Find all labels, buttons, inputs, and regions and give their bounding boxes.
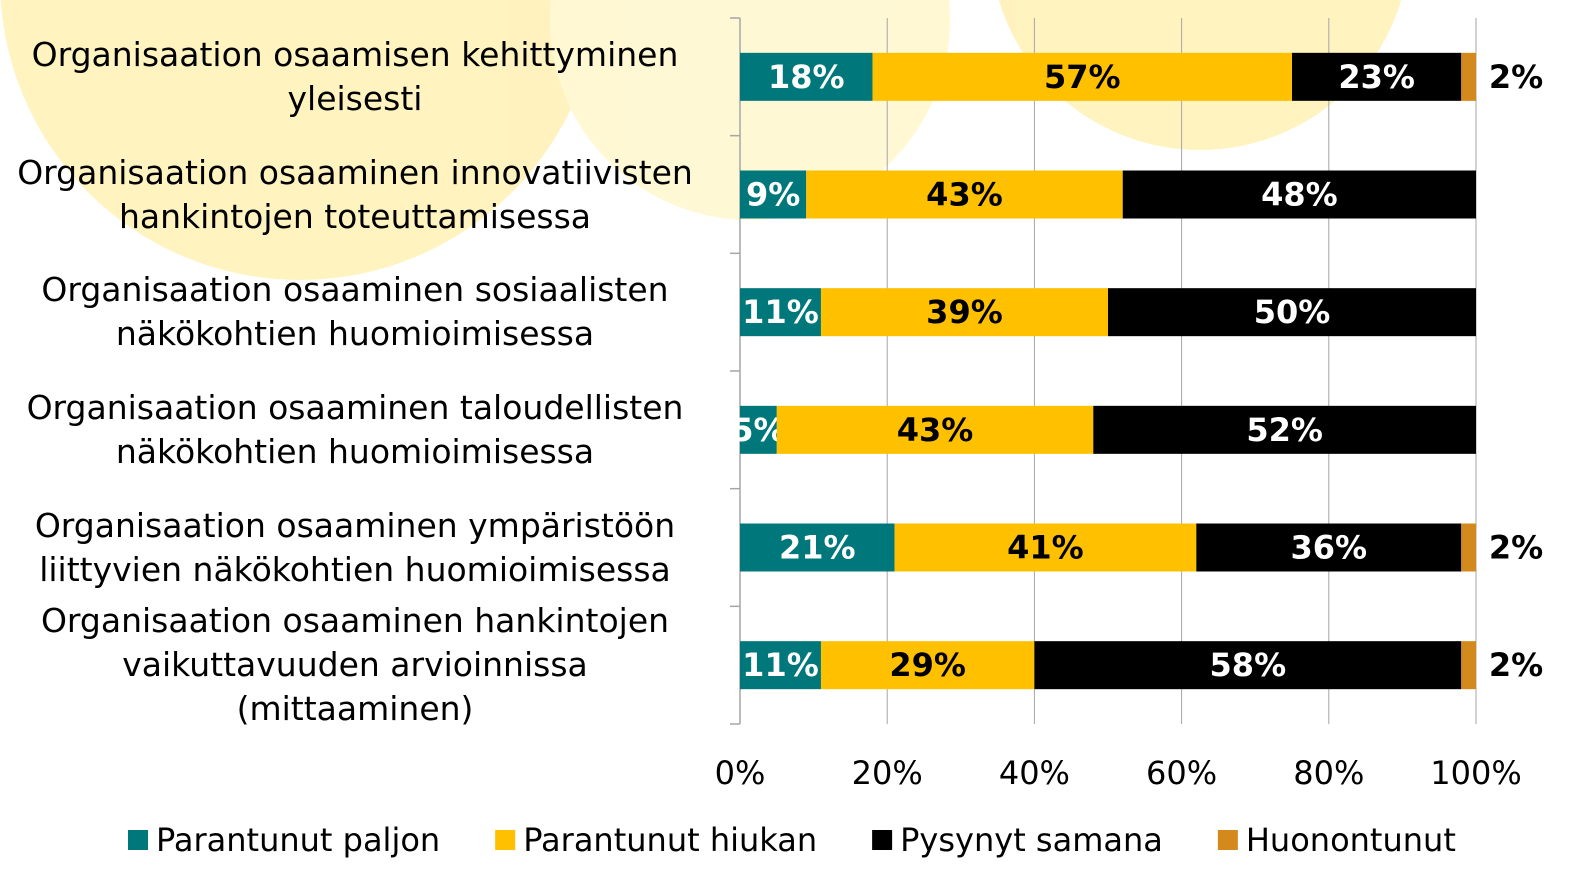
data-label: 52% — [1246, 411, 1323, 449]
data-label: 11% — [742, 293, 819, 331]
legend-swatch — [495, 830, 516, 850]
data-label: 29% — [889, 646, 966, 684]
x-tick-label: 20% — [852, 754, 923, 792]
bar-segment — [1093, 405, 1476, 454]
bar-segment — [776, 405, 1094, 454]
decor-circle — [0, 0, 600, 280]
data-label: 43% — [897, 411, 974, 449]
x-tick-label: 80% — [1293, 754, 1364, 792]
x-tick-label: 100% — [1430, 754, 1521, 792]
bar-segment — [740, 405, 777, 454]
data-label: 57% — [1044, 58, 1121, 96]
category-label: Organisaation osaaminen hankintojen vaik… — [40, 601, 670, 729]
data-label: 2% — [1489, 646, 1543, 684]
bar-segment — [740, 523, 895, 572]
bar-segment — [740, 52, 873, 101]
data-label: 21% — [779, 529, 856, 567]
legend-swatch — [872, 830, 893, 850]
legend-label: Huonontunut — [1246, 821, 1456, 859]
data-label: 5% — [731, 411, 785, 449]
data-label: 23% — [1338, 58, 1415, 96]
legend-label: Parantunut paljon — [156, 821, 440, 859]
bar-segment — [1461, 641, 1476, 690]
bar-segment — [740, 641, 821, 690]
bar-segment — [806, 170, 1123, 219]
data-label: 11% — [742, 646, 819, 684]
bar-segment — [872, 52, 1292, 101]
data-label: 2% — [1489, 529, 1543, 567]
data-label: 2% — [1489, 58, 1543, 96]
bar-segment — [820, 288, 1108, 337]
data-label: 39% — [926, 293, 1003, 331]
x-tick-label: 60% — [1146, 754, 1217, 792]
bar-segment — [1196, 523, 1462, 572]
legend-label: Parantunut hiukan — [523, 821, 817, 859]
data-label: 48% — [1261, 176, 1338, 214]
bar-segment — [1034, 641, 1462, 690]
category-label: Organisaation osaaminen ympäristöön liit… — [34, 505, 676, 589]
data-label: 41% — [1007, 529, 1084, 567]
bar-segment — [894, 523, 1197, 572]
data-label: 36% — [1291, 529, 1368, 567]
bar-segment — [1292, 52, 1462, 101]
legend-swatch — [128, 830, 148, 850]
bar-segment — [1108, 288, 1476, 337]
category-label: Organisaation osaaminen sosiaalisten näk… — [41, 270, 669, 354]
bar-segment — [1461, 523, 1476, 572]
x-tick-label: 0% — [715, 754, 766, 792]
data-label: 18% — [768, 58, 845, 96]
category-label: Organisaation osaaminen taloudellisten n… — [26, 387, 684, 471]
data-label: 43% — [926, 176, 1003, 214]
bar-segment — [1122, 170, 1476, 219]
data-label: 58% — [1210, 646, 1287, 684]
legend-swatch — [1217, 830, 1238, 850]
category-label: Organisaation osaamisen kehittyminen yle… — [31, 34, 679, 118]
bar-segment — [740, 288, 821, 337]
bar-segment — [1461, 52, 1476, 101]
category-label: Organisaation osaaminen innovatiivisten … — [17, 152, 693, 236]
data-label: 50% — [1254, 293, 1331, 331]
x-tick-label: 40% — [999, 754, 1070, 792]
data-label: 9% — [746, 176, 800, 214]
legend-label: Pysynyt samana — [900, 821, 1163, 859]
bar-segment — [820, 641, 1035, 690]
bar-segment — [740, 170, 807, 219]
